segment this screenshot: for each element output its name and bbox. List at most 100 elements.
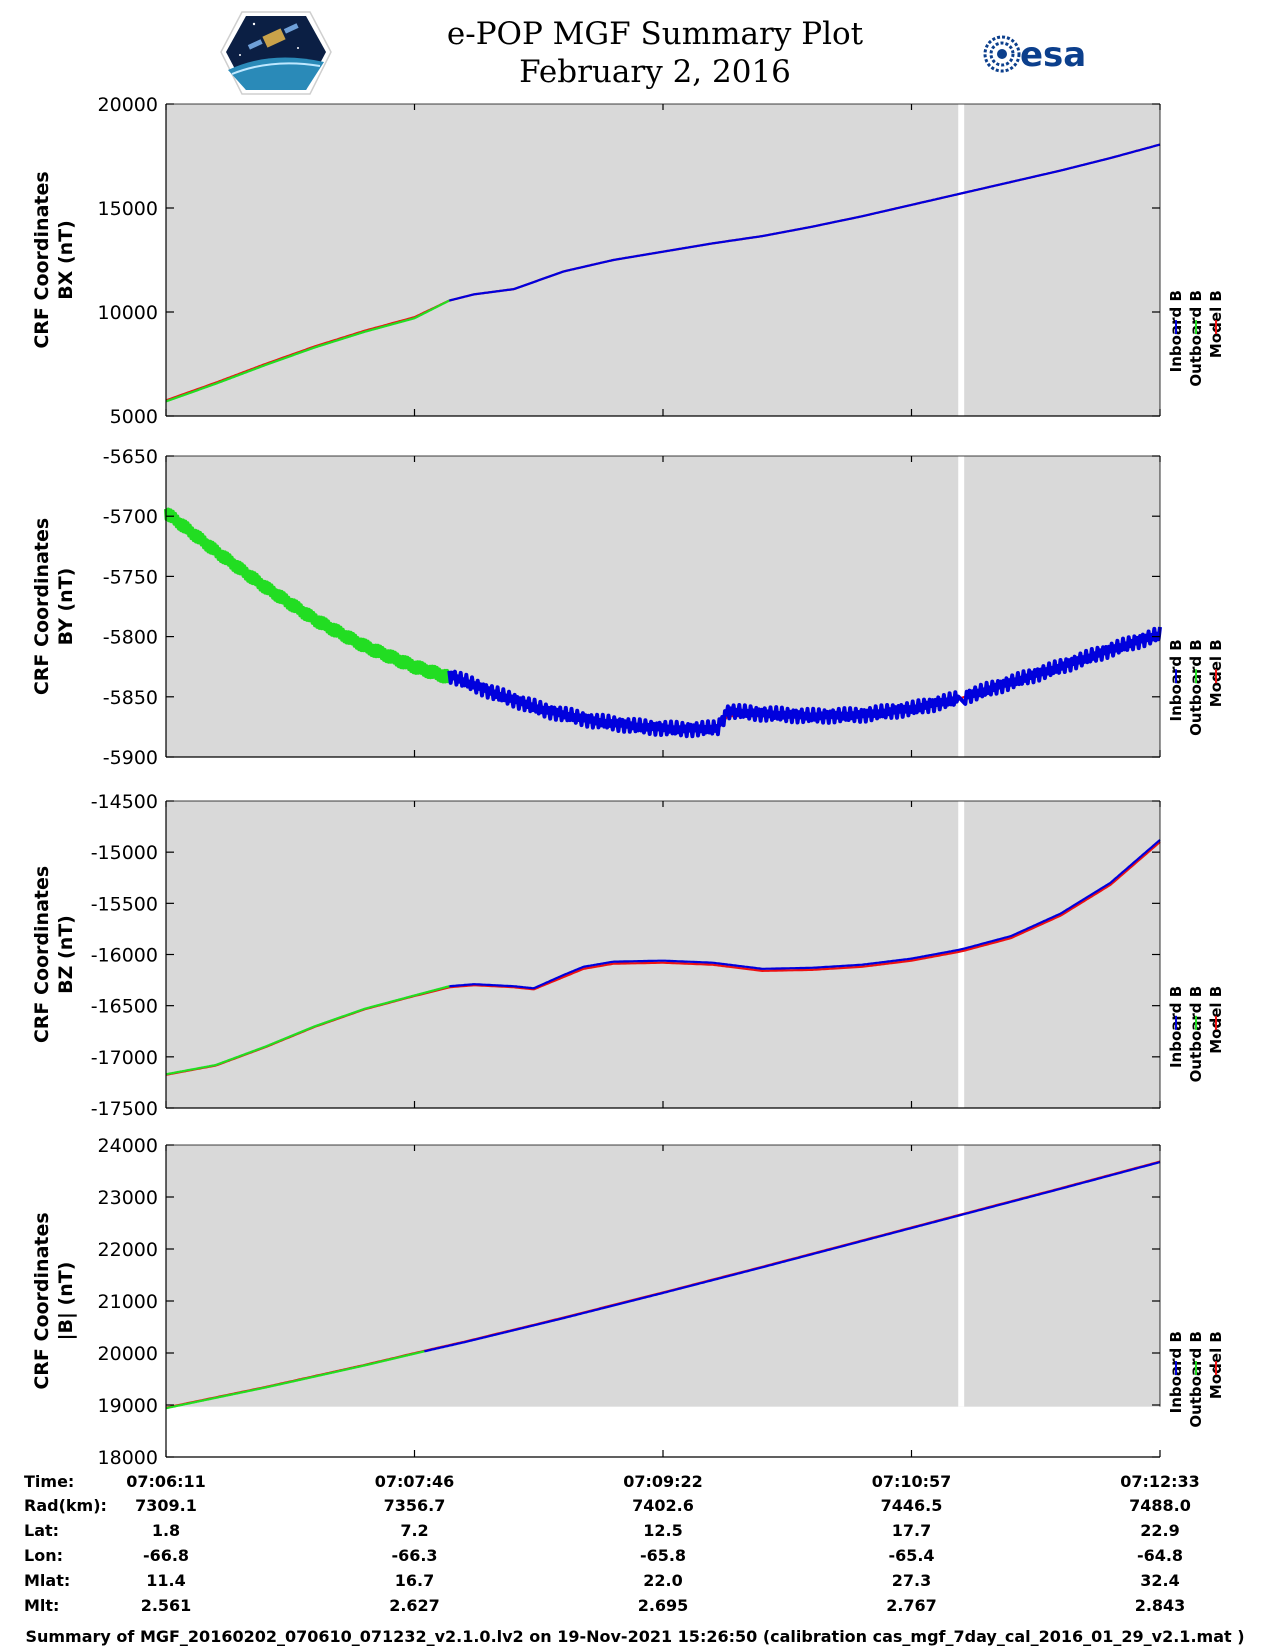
y-tick-label: -5650: [103, 446, 158, 468]
panels: 20000 15000 10000 5000 CRF Coordinates BX (nT…: [31, 94, 1225, 1469]
esa-wordmark: esa: [1020, 35, 1086, 75]
plot-date: February 2, 2016: [519, 54, 791, 90]
y-tick-label: 18000: [98, 1447, 158, 1469]
legend: Inboard B Outboard B Model B: [1167, 290, 1225, 387]
info-value: 32.4: [1140, 1571, 1179, 1590]
series-inboard-b-line: [449, 839, 1161, 990]
info-row-label: Lat:: [24, 1521, 59, 1540]
y-axis-label: CRF Coordinates BZ (nT): [31, 866, 77, 1043]
y-tick-label: -5900: [103, 747, 158, 769]
y-tick-label: -17500: [91, 1098, 158, 1120]
panel-bx: 20000 15000 10000 5000 CRF Coordinates BX (nT…: [31, 94, 1225, 428]
info-value: -66.8: [143, 1546, 189, 1565]
info-row-label: Mlt:: [24, 1596, 59, 1615]
legend-label-outboard-b: Outboard B: [1187, 639, 1205, 736]
y-tick-label: -5700: [103, 506, 158, 528]
plot-background: [166, 801, 1160, 1108]
y-tick-label: -14500: [91, 791, 158, 813]
info-value: 16.7: [395, 1571, 434, 1590]
y-tick-label: -5750: [103, 566, 158, 588]
plot-background: [166, 456, 1160, 757]
series-inboard-b-line: [448, 143, 1161, 302]
info-value: -66.3: [391, 1546, 437, 1565]
time-tick-label: 07:09:22: [623, 1472, 703, 1491]
legend: Inboard B Outboard B Model B: [1167, 639, 1225, 736]
y-tick-label: -16000: [91, 945, 158, 967]
info-value: 22.9: [1140, 1521, 1179, 1540]
plot-background: [166, 1145, 1160, 1407]
y-tick-label: 23000: [98, 1187, 158, 1209]
cassiope-logo: [220, 11, 332, 95]
panel-bz: -14500 -15000 -15500 -16000 -16500 -17000 -175…: [31, 791, 1225, 1120]
time-tick-label: 07:10:57: [872, 1472, 952, 1491]
info-table: Time: Rad(km): Lat: Lon: Mlat: Mlt: 07:06:11 73…: [24, 1472, 1200, 1615]
data-gap: [958, 1145, 965, 1407]
y-tick-label: -15000: [91, 842, 158, 864]
info-value: 2.843: [1135, 1596, 1186, 1615]
y-tick-label: 20000: [98, 94, 158, 116]
info-value: -65.8: [640, 1546, 686, 1565]
y-axis-label: CRF Coordinates |B| (nT): [31, 1212, 77, 1389]
y-tick-label: -17000: [91, 1047, 158, 1069]
y-tick-label: 19000: [98, 1395, 158, 1417]
y-tick-label: 20000: [98, 1343, 158, 1365]
info-value: 2.767: [886, 1596, 937, 1615]
series-outboard-b-line: [165, 1350, 425, 1410]
plot-background: [166, 104, 1160, 416]
series-inboard-b-line: [447, 626, 1162, 739]
y-tick-label: -5850: [103, 687, 158, 709]
info-value: 2.695: [638, 1596, 689, 1615]
info-value: 7.2: [400, 1521, 428, 1540]
header: e-POP MGF Summary Plot February 2, 2016 …: [220, 11, 1086, 95]
series-inboard-b-line: [424, 1161, 1161, 1353]
info-value: 7309.1: [135, 1496, 197, 1515]
legend: Inboard B Outboard B Model B: [1167, 986, 1225, 1083]
legend-label-outboard-b: Outboard B: [1187, 290, 1205, 387]
series-outboard-b-line: [165, 985, 450, 1076]
info-value: 22.0: [643, 1571, 682, 1590]
info-value: 7446.5: [881, 1496, 943, 1515]
y-tick-label: -15500: [91, 893, 158, 915]
panel-by: -5650 -5700 -5750 -5800 -5850 -5900 CRF Coordi…: [31, 446, 1225, 769]
legend-label-outboard-b: Outboard B: [1187, 1331, 1205, 1428]
time-tick-label: 07:06:11: [126, 1472, 206, 1491]
info-value: 1.8: [152, 1521, 180, 1540]
y-tick-label: 24000: [98, 1135, 158, 1157]
y-tick-label: 10000: [98, 302, 158, 324]
esa-logo: esa: [983, 35, 1086, 75]
panel-bmag: 24000 23000 22000 21000 20000 19000 18000 CRF C…: [31, 1135, 1225, 1469]
info-value: 7356.7: [384, 1496, 446, 1515]
info-value: 2.561: [141, 1596, 192, 1615]
info-value: 7488.0: [1129, 1496, 1191, 1515]
time-tick-label: 07:07:46: [375, 1472, 455, 1491]
data-gap: [958, 104, 965, 416]
info-value: 7402.6: [632, 1496, 694, 1515]
info-value: -64.8: [1137, 1546, 1183, 1565]
info-value: 11.4: [146, 1571, 185, 1590]
info-value: 12.5: [643, 1521, 682, 1540]
y-tick-label: -5800: [103, 627, 158, 649]
info-row-label: Mlat:: [24, 1571, 70, 1590]
satellite-icon: [262, 28, 286, 48]
y-tick-label: 22000: [98, 1239, 158, 1261]
y-axis-label: CRF Coordinates BX (nT): [31, 171, 77, 348]
info-value: -65.4: [888, 1546, 934, 1565]
info-value: 17.7: [892, 1521, 931, 1540]
info-value: 2.627: [389, 1596, 440, 1615]
series-outboard-b-line: [164, 507, 452, 684]
footer-caption: Summary of MGF_20160202_070610_071232_v2…: [25, 1627, 1244, 1646]
info-value: 27.3: [892, 1571, 931, 1590]
y-axis-label: CRF Coordinates BY (nT): [31, 518, 77, 695]
data-gap: [958, 456, 965, 757]
info-row-label: Lon:: [24, 1546, 63, 1565]
series-outboard-b-line: [165, 299, 450, 403]
legend-label-outboard-b: Outboard B: [1187, 986, 1205, 1083]
time-tick-label: 07:12:33: [1120, 1472, 1200, 1491]
y-tick-label: 5000: [110, 406, 158, 428]
data-gap: [958, 801, 965, 1108]
y-tick-label: 21000: [98, 1291, 158, 1313]
y-tick-label: -16500: [91, 996, 158, 1018]
info-row-label: Rad(km):: [24, 1496, 107, 1515]
legend: Inboard B Outboard B Model B: [1167, 1331, 1225, 1428]
